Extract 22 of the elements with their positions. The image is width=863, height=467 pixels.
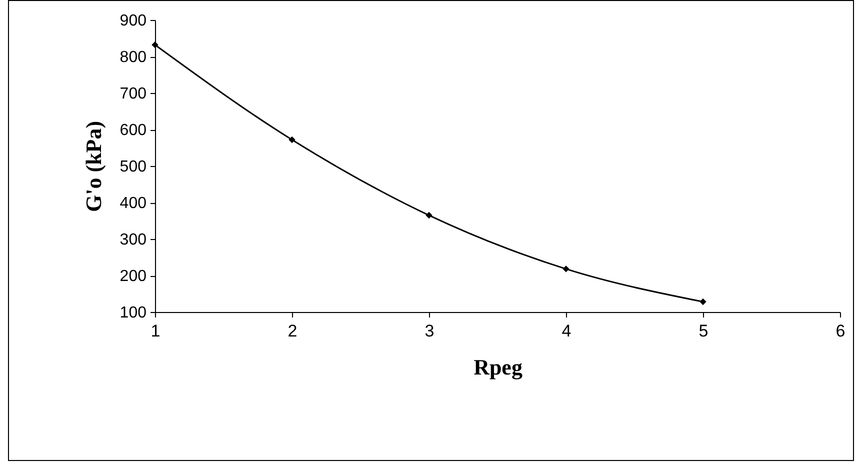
- x-tick-label: 1: [150, 322, 160, 340]
- y-tick-label: 300: [120, 232, 147, 248]
- y-tick-label: 100: [120, 304, 147, 322]
- point: [562, 266, 570, 272]
- x-tick-label: 2: [288, 322, 298, 340]
- x-tick-label: 5: [698, 322, 708, 340]
- y-tick-label: 500: [120, 158, 147, 176]
- y-tick-label: 700: [120, 86, 147, 102]
- point: [288, 136, 296, 144]
- x-tick-label: 3: [424, 322, 434, 340]
- y-tick-label: 200: [120, 268, 147, 285]
- y-tick-label: 800: [120, 49, 147, 66]
- point: [426, 212, 432, 219]
- x-tick-label: 4: [562, 322, 572, 340]
- y-tick-label: 400: [120, 195, 147, 212]
- x-tick-label: 6: [836, 322, 846, 340]
- y-tick-label: 600: [120, 122, 147, 139]
- y-axis-title: G'o (kPa): [80, 120, 106, 212]
- point: [700, 298, 706, 306]
- point: [152, 41, 158, 48]
- y-tick-label: 900: [120, 12, 147, 30]
- x-axis-title: Rpeg: [474, 354, 522, 380]
